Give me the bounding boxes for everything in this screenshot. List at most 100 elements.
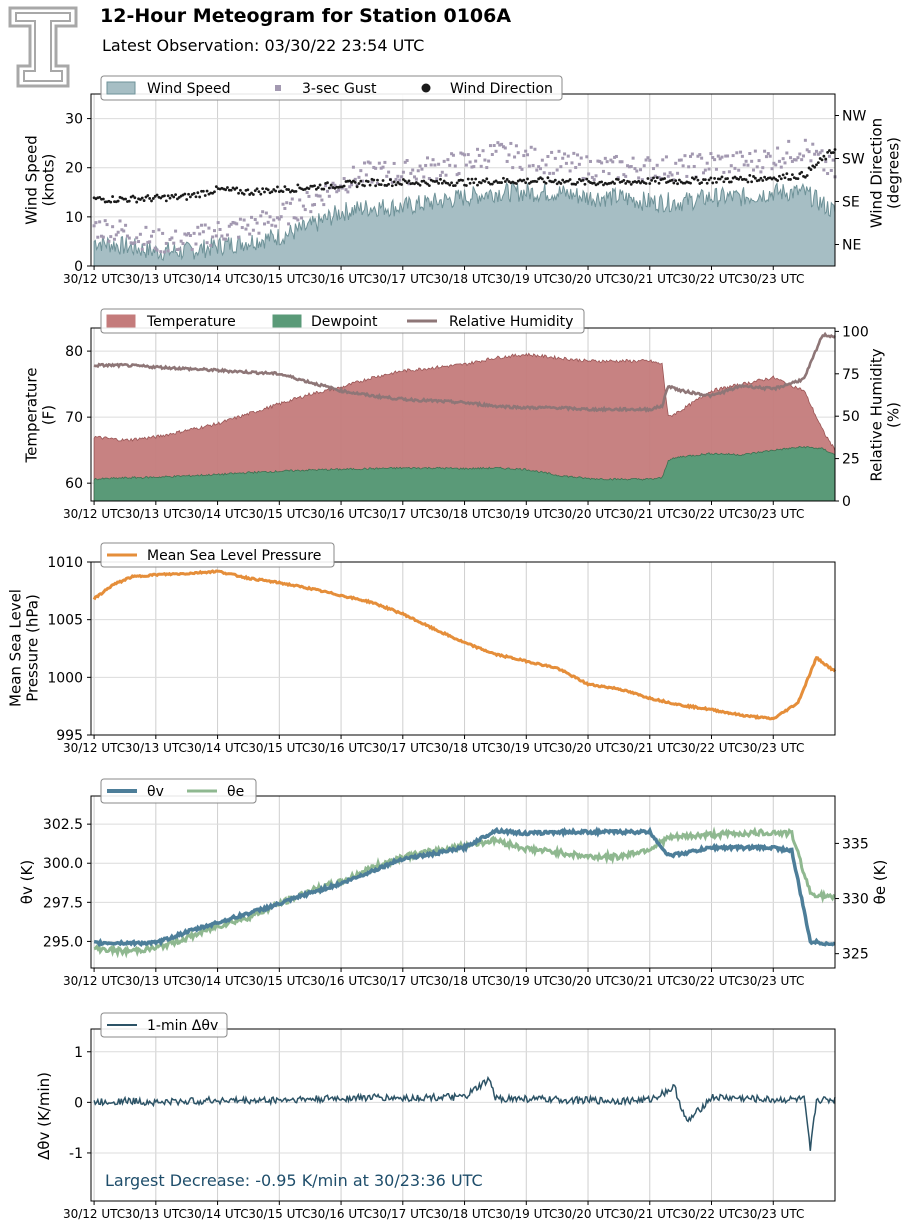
- direction-marker: [576, 181, 579, 184]
- gust-marker: [155, 248, 159, 252]
- gust-marker: [488, 144, 492, 148]
- x-tick-label: 30/22 UTC: [680, 974, 742, 988]
- y-axis-label-line: Mean Sea Level: [7, 589, 25, 707]
- gust-marker: [296, 218, 300, 222]
- gust-marker: [663, 172, 667, 176]
- gust-marker: [190, 248, 194, 252]
- gust-marker: [707, 167, 711, 171]
- gust-marker: [761, 166, 765, 170]
- direction-marker: [759, 176, 763, 180]
- y-axis-label: Mean Sea Level Pressure (hPa): [7, 589, 42, 707]
- gust-marker: [305, 191, 309, 195]
- gust-marker: [146, 240, 150, 244]
- wind-speed-area: [93, 181, 836, 267]
- gust-marker: [531, 163, 535, 167]
- gust-marker: [233, 221, 237, 225]
- x-tick-label: 30/21 UTC: [619, 1207, 681, 1221]
- gust-marker: [677, 158, 681, 162]
- direction-marker: [214, 185, 218, 188]
- gust-marker: [281, 202, 285, 206]
- direction-marker: [670, 178, 674, 182]
- direction-marker: [800, 170, 804, 174]
- gust-marker: [203, 223, 207, 227]
- y2-tick-label: 330: [842, 892, 869, 908]
- direction-marker: [235, 186, 239, 190]
- gust-marker: [676, 171, 680, 175]
- y-tick-label: -1: [69, 1146, 83, 1162]
- y2-tick-label: 25: [842, 452, 860, 468]
- direction-marker: [705, 181, 709, 185]
- gust-marker: [814, 149, 818, 153]
- gust-marker: [733, 166, 737, 170]
- gust-marker: [196, 225, 200, 229]
- x-tick-label: 30/15 UTC: [248, 741, 310, 755]
- gust-marker: [383, 160, 387, 164]
- direction-marker: [689, 181, 692, 185]
- gust-marker: [746, 163, 750, 167]
- direction-marker: [718, 177, 722, 181]
- gust-marker: [246, 223, 250, 227]
- gust-marker: [653, 174, 657, 178]
- gust-marker: [818, 151, 822, 155]
- gust-marker: [731, 154, 735, 158]
- legend-swatch: [106, 314, 136, 328]
- gust-marker: [722, 170, 726, 174]
- direction-marker: [140, 196, 144, 200]
- direction-marker: [648, 182, 652, 185]
- gust-marker: [361, 179, 365, 183]
- direction-marker: [789, 178, 792, 181]
- gust-marker: [122, 229, 126, 233]
- direction-marker: [194, 195, 198, 199]
- direction-marker: [639, 181, 642, 185]
- x-tick-label: 30/15 UTC: [248, 974, 310, 988]
- direction-marker: [229, 188, 233, 192]
- direction-marker: [737, 177, 741, 181]
- direction-marker: [127, 199, 131, 203]
- gust-marker: [120, 228, 124, 232]
- direction-marker: [824, 157, 828, 161]
- gust-marker: [313, 203, 317, 207]
- x-tick-label: 30/20 UTC: [557, 272, 619, 286]
- gust-marker: [392, 161, 396, 165]
- gust-marker: [231, 220, 235, 224]
- legend: θv θe: [100, 778, 257, 804]
- gust-marker: [268, 215, 272, 219]
- texas-tech-logo-icon: [8, 6, 78, 88]
- x-tick-label: 30/16 UTC: [310, 974, 372, 988]
- direction-marker: [379, 183, 383, 186]
- direction-marker: [657, 181, 661, 185]
- x-tick-label: 30/23 UTC: [742, 507, 804, 521]
- x-tick-label: 30/14 UTC: [186, 1207, 248, 1221]
- direction-marker: [502, 176, 505, 180]
- direction-marker: [561, 178, 565, 182]
- gust-marker: [324, 184, 328, 188]
- direction-marker: [359, 179, 363, 183]
- direction-marker: [251, 193, 255, 196]
- gust-marker: [331, 181, 335, 185]
- gust-marker: [301, 204, 305, 208]
- gust-marker: [826, 172, 830, 176]
- direction-marker: [274, 189, 278, 193]
- direction-marker: [805, 174, 809, 177]
- gust-marker: [777, 159, 781, 163]
- gust-marker: [766, 152, 770, 156]
- gust-marker: [781, 157, 785, 161]
- gust-marker: [220, 234, 224, 238]
- y2-axis-label: Relative Humidity (%): [868, 348, 903, 481]
- y-axis-label-line: Wind Speed: [23, 135, 41, 225]
- direction-marker: [559, 182, 563, 185]
- gust-marker: [537, 165, 541, 169]
- y-tick-label: 0: [74, 259, 83, 275]
- panel-temp: 30/12 UTC 30/13 UTC 30/14 UTC 30/15 UTC 30/1…: [23, 308, 903, 521]
- direction-marker: [205, 189, 209, 193]
- direction-marker: [440, 181, 444, 185]
- gust-marker: [831, 158, 835, 162]
- direction-marker: [446, 182, 450, 185]
- direction-marker: [98, 195, 102, 199]
- x-tick-label: 30/13 UTC: [125, 507, 187, 521]
- x-tick-label: 30/22 UTC: [680, 272, 742, 286]
- gust-marker: [538, 167, 542, 171]
- gust-marker: [627, 165, 631, 169]
- direction-marker: [494, 179, 498, 183]
- direction-marker: [172, 195, 176, 199]
